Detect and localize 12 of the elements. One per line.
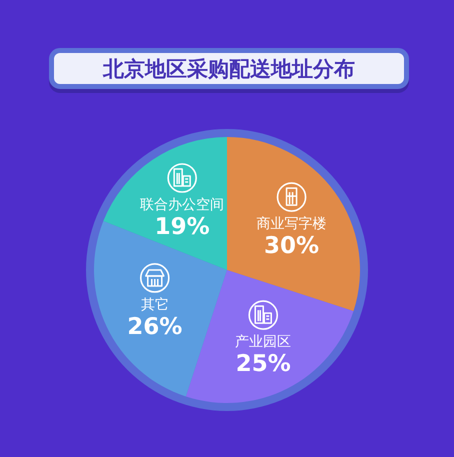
chart-title: 北京地区采购配送地址分布 [103,56,355,82]
slice-label: 产业园区 [235,334,292,350]
data-label: 25% [236,351,291,378]
data-label: 19% [154,214,210,240]
slice-label: 联合办公空间 [140,197,224,213]
pie-slice [103,137,227,270]
slice-label: 商业写字楼 [256,216,327,232]
pie-slice [186,270,354,403]
pie-slice [227,137,360,312]
slice-label: 其它 [140,296,169,313]
data-label: 30% [264,233,320,260]
data-label: 26% [127,314,182,340]
